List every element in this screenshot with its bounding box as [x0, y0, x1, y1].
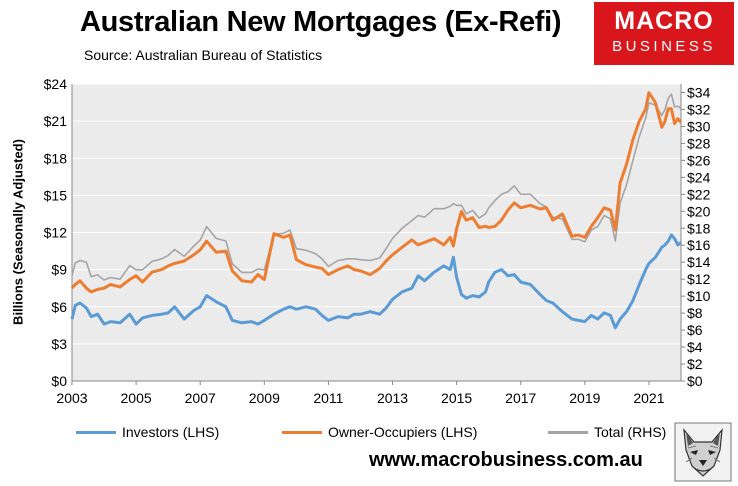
- y-tick-label-right: $6: [687, 322, 703, 338]
- y-tick-label-left: $9: [51, 262, 67, 278]
- y-tick-label-left: $21: [44, 113, 68, 129]
- series-line-total-rhs: [71, 93, 682, 281]
- chart-source: Source: Australian Bureau of Statistics: [84, 47, 323, 63]
- chart-title: Australian New Mortgages (Ex-Refi): [80, 6, 562, 38]
- legend-swatch-investors: [76, 430, 116, 434]
- logo-line-1: MACRO: [614, 7, 714, 35]
- wolf-mascot-icon: [674, 422, 732, 482]
- x-tick-label: 2009: [249, 390, 280, 406]
- legend-label-total: Total (RHS): [594, 424, 667, 440]
- y-tick-label-left: $12: [44, 225, 68, 241]
- legend-swatch-total: [548, 430, 588, 434]
- legend-label-owner-occupiers: Owner-Occupiers (LHS): [328, 424, 478, 440]
- y-tick-label-right: $10: [687, 288, 711, 304]
- y-tick-label-right: $26: [687, 152, 711, 168]
- y-tick-label-left: $15: [44, 187, 68, 203]
- series-line-investors-lhs: [70, 233, 682, 330]
- y-tick-label-right: $14: [687, 254, 711, 270]
- legend-swatch-owner-occupiers: [282, 430, 322, 434]
- logo-line-2: BUSINESS: [612, 38, 716, 55]
- y-tick-label-right: $2: [687, 356, 703, 372]
- y-tick-label-right: $24: [687, 169, 711, 185]
- x-tick-label: 2013: [377, 390, 408, 406]
- y-tick-label-right: $8: [687, 305, 703, 321]
- y-tick-label-left: $0: [51, 373, 67, 389]
- y-tick-label-right: $18: [687, 220, 711, 236]
- y-tick-label-right: $32: [687, 101, 711, 117]
- y-tick-label-right: $16: [687, 237, 711, 253]
- y-tick-label-right: $30: [687, 118, 711, 134]
- x-tick-label: 2017: [505, 390, 536, 406]
- y-axis-title: Billions (Seasonally Adjusted): [10, 139, 26, 325]
- y-tick-label-right: $12: [687, 271, 711, 287]
- y-tick-label-left: $18: [44, 150, 68, 166]
- y-tick-label-right: $20: [687, 203, 711, 219]
- x-tick-label: 2003: [56, 390, 87, 406]
- x-tick-label: 2021: [633, 390, 664, 406]
- y-tick-label-right: $34: [687, 84, 711, 100]
- y-tick-label-right: $28: [687, 135, 711, 151]
- y-tick-label-right: $4: [687, 339, 703, 355]
- y-tick-label-left: $6: [51, 299, 67, 315]
- macrobusiness-logo: MACRO BUSINESS: [594, 2, 734, 65]
- y-tick-label-left: $24: [44, 76, 68, 92]
- legend-item-investors: Investors (LHS): [76, 424, 219, 440]
- x-tick-label: 2015: [441, 390, 472, 406]
- x-tick-label: 2007: [185, 390, 216, 406]
- legend-item-total: Total (RHS): [548, 424, 666, 440]
- x-tick-label: 2019: [569, 390, 600, 406]
- y-tick-label-left: $3: [51, 336, 67, 352]
- legend-label-investors: Investors (LHS): [122, 424, 220, 440]
- series-line-owner-occupiers-lhs: [70, 91, 683, 294]
- legend-item-owner-occupiers: Owner-Occupiers (LHS): [282, 424, 477, 440]
- legend: Investors (LHS) Owner-Occupiers (LHS) To…: [0, 424, 738, 444]
- y-tick-label-right: $0: [687, 373, 703, 389]
- x-tick-label: 2005: [121, 390, 152, 406]
- footer-url[interactable]: www.macrobusiness.com.au: [369, 449, 643, 471]
- x-tick-label: 2011: [313, 390, 343, 406]
- y-tick-label-right: $22: [687, 186, 711, 202]
